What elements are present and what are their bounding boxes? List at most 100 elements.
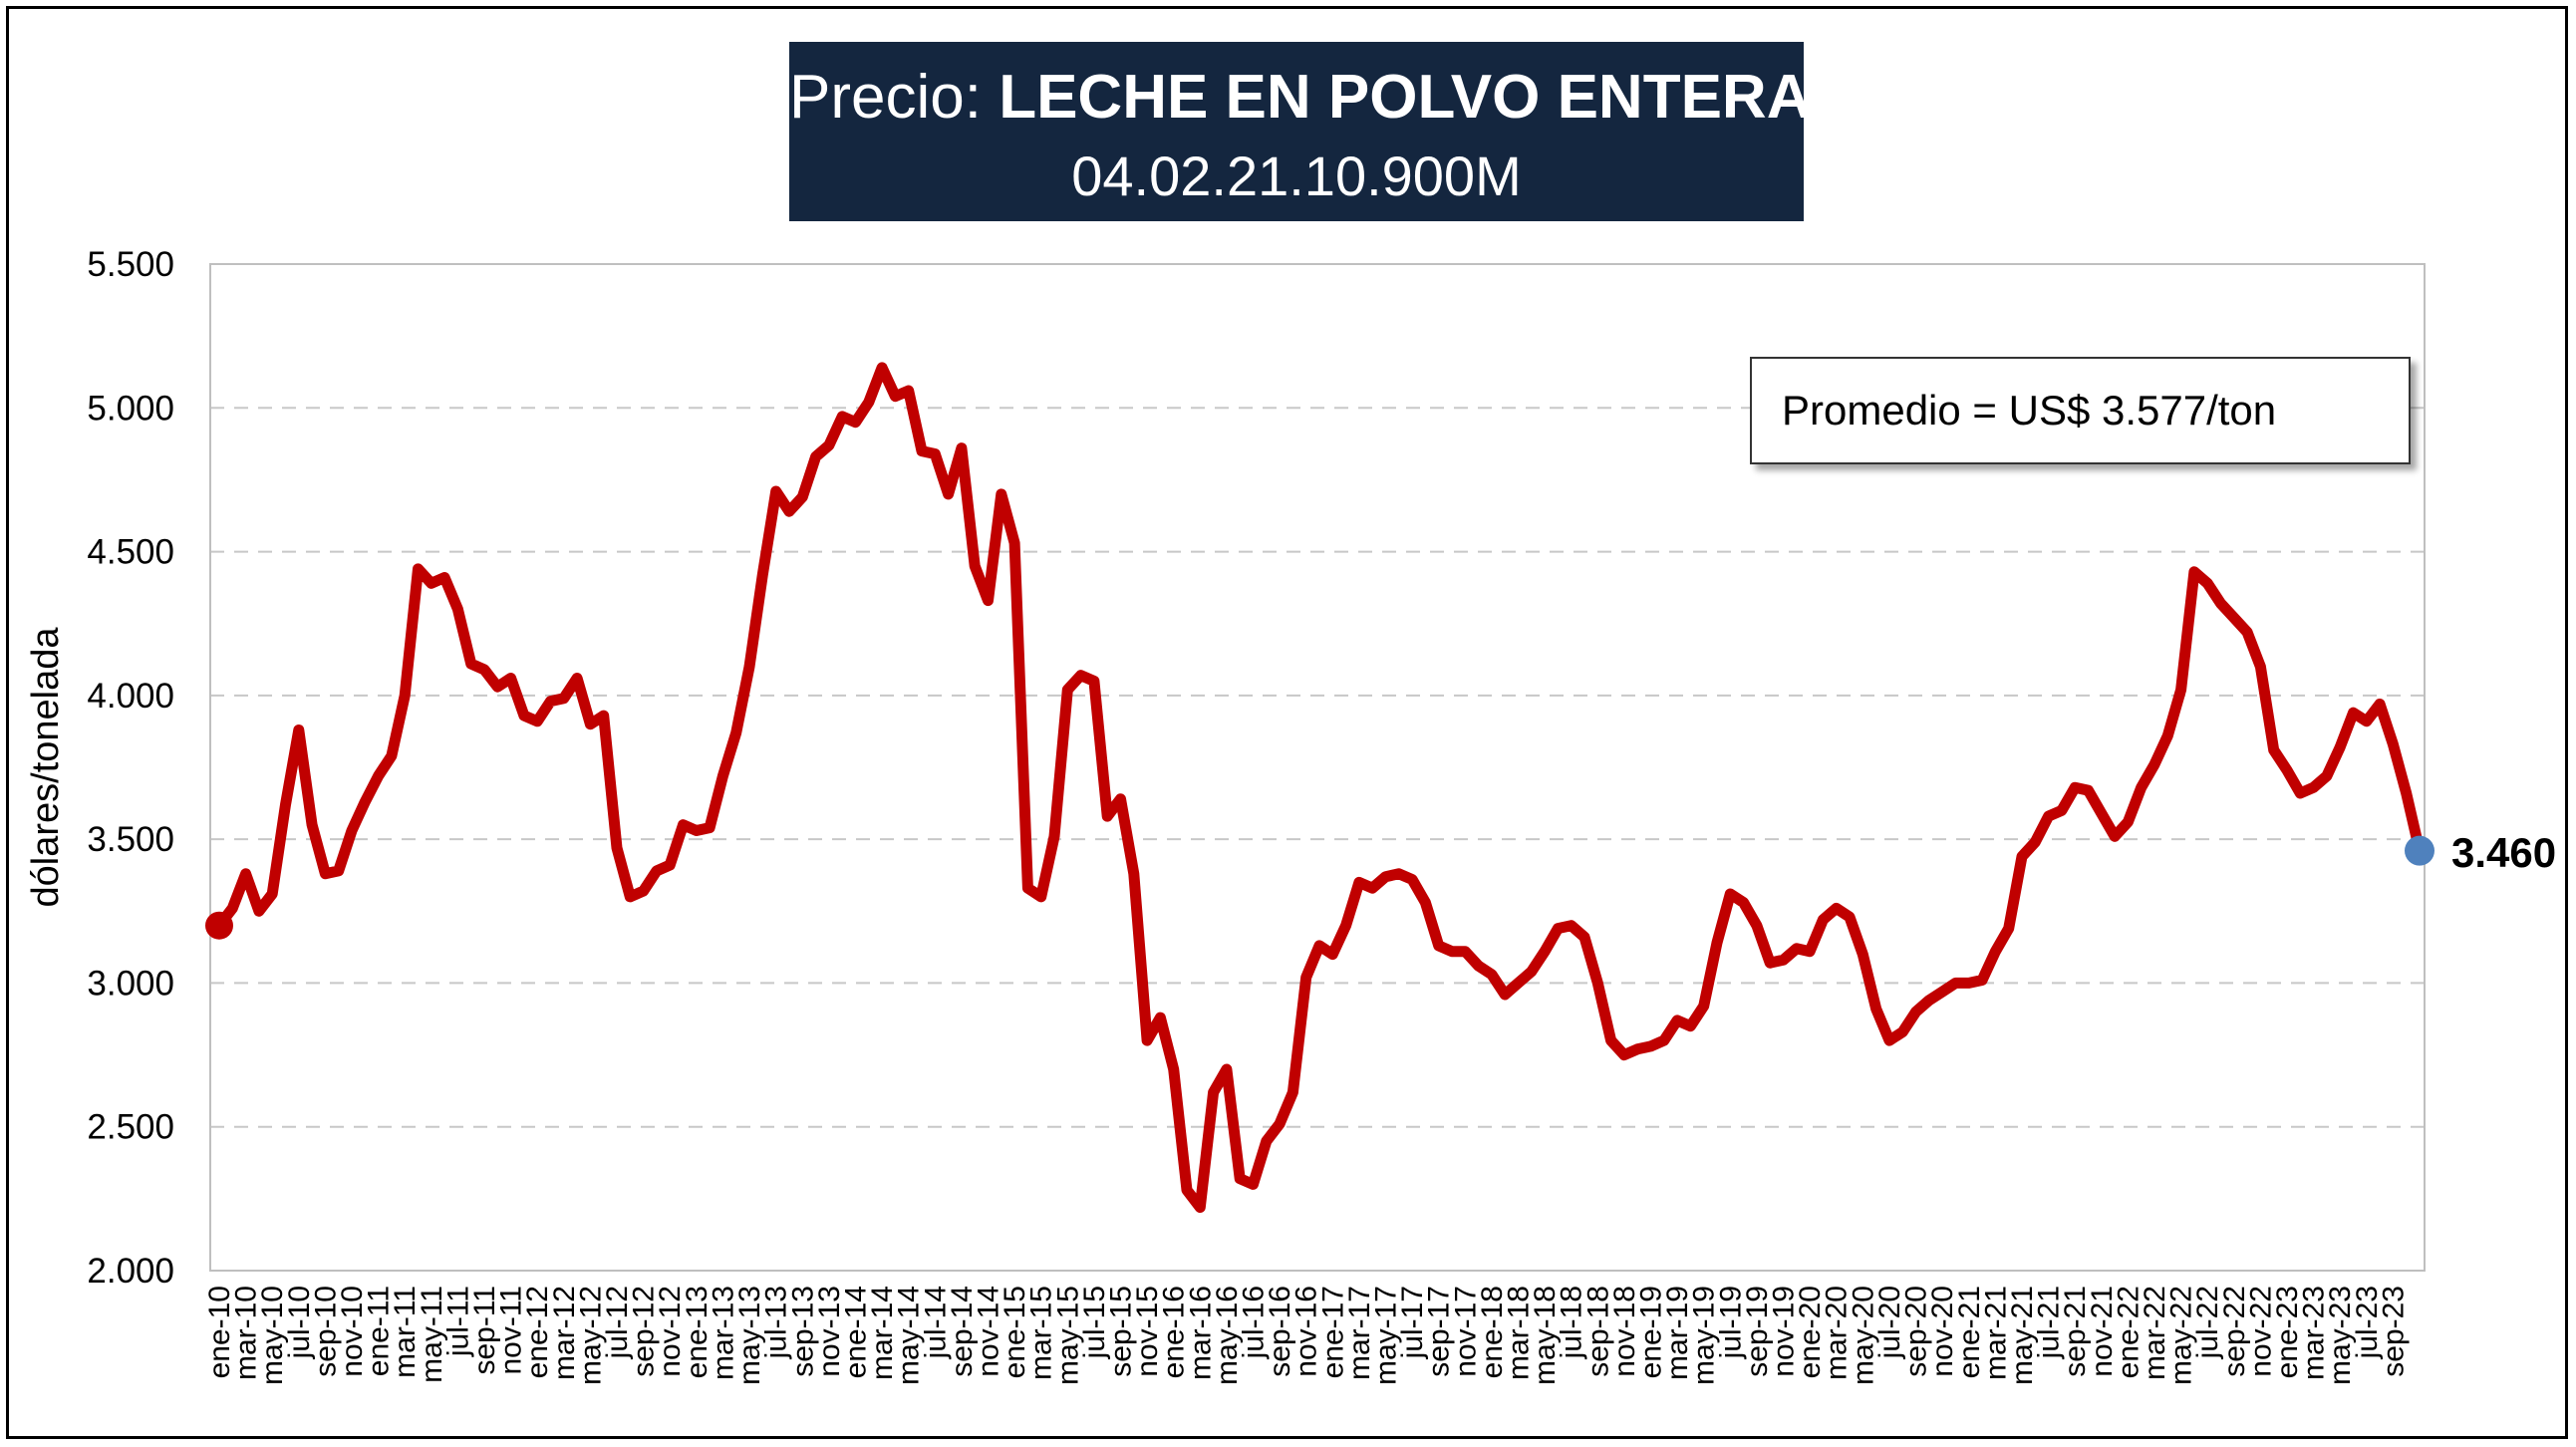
x-tick-label: jul-20 [1873, 1286, 1906, 1359]
x-tick-label: jul-15 [1078, 1286, 1111, 1359]
x-tick-label: jul-11 [441, 1286, 474, 1357]
x-tick-label: sep-12 [628, 1286, 661, 1377]
x-tick-label: jul-18 [1556, 1286, 1588, 1359]
title-prefix: Precio: [789, 63, 1000, 132]
x-tick-label: mar-14 [866, 1286, 899, 1380]
x-tick-label: mar-18 [1503, 1286, 1536, 1380]
plot-area [209, 263, 2426, 1272]
x-tick-label: ene-19 [1635, 1286, 1668, 1378]
title-box: Precio: LECHE EN POLVO ENTERA 04.02.21.1… [789, 42, 1811, 221]
y-axis-label: dólares/tonelada [25, 627, 67, 908]
x-tick-label: may-21 [2006, 1286, 2039, 1385]
x-tick-label: jul-21 [2033, 1286, 2066, 1359]
x-tick-label: nov-10 [336, 1286, 369, 1377]
x-tick-label: sep-19 [1741, 1286, 1774, 1377]
x-tick-label: may-15 [1051, 1286, 1084, 1385]
x-tick-label: ene-23 [2271, 1286, 2304, 1378]
x-tick-label: nov-17 [1449, 1286, 1482, 1377]
x-tick-label: jul-22 [2191, 1286, 2224, 1359]
x-tick-label: jul-19 [1714, 1286, 1747, 1359]
x-tick-label: sep-14 [946, 1286, 979, 1377]
average-annotation: Promedio = US$ 3.577/ton [1750, 357, 2411, 464]
y-tick-label: 3.000 [87, 964, 174, 1003]
x-tick-label: mar-21 [1979, 1286, 2012, 1380]
x-tick-label: sep-15 [1104, 1286, 1137, 1377]
x-tick-label: jul-16 [1237, 1286, 1270, 1359]
x-tick-label: jul-10 [283, 1286, 316, 1359]
x-tick-label: ene-16 [1158, 1286, 1191, 1378]
x-tick-label: sep-23 [2377, 1286, 2410, 1377]
x-tick-label: may-22 [2165, 1286, 2198, 1385]
x-tick-label: sep-21 [2059, 1286, 2092, 1377]
x-tick-label: nov-22 [2244, 1286, 2277, 1377]
y-tick-label: 5.000 [87, 389, 174, 428]
x-tick-label: mar-12 [548, 1286, 581, 1380]
x-tick-label: jul-23 [2351, 1286, 2384, 1359]
y-tick-label: 5.500 [87, 245, 174, 284]
chart-frame: Precio: LECHE EN POLVO ENTERA 04.02.21.1… [6, 6, 2568, 1439]
x-tick-label: sep-22 [2218, 1286, 2251, 1377]
x-tick-label: mar-23 [2298, 1286, 2331, 1380]
product-code: 04.02.21.10.900M [1071, 145, 1522, 207]
x-tick-label: may-13 [733, 1286, 766, 1385]
x-tick-label: ene-11 [363, 1286, 396, 1376]
x-tick-label: nov-18 [1608, 1286, 1641, 1377]
x-tick-label: mar-13 [707, 1286, 739, 1380]
x-tick-label: nov-21 [2086, 1286, 2119, 1377]
x-tick-label: may-18 [1529, 1286, 1562, 1385]
x-tick-label: may-23 [2324, 1286, 2357, 1385]
x-tick-label: sep-17 [1423, 1286, 1456, 1377]
x-tick-label: jul-13 [760, 1286, 793, 1359]
x-tick-label: sep-20 [1900, 1286, 1933, 1377]
first-point-marker [205, 911, 233, 940]
x-tick-label: may-20 [1847, 1286, 1879, 1385]
x-tick-label: mar-15 [1025, 1286, 1058, 1380]
y-axis-ticks: 2.000 2.500 3.000 3.500 4.000 4.500 5.000 5.500 [87, 245, 174, 1291]
x-tick-label: jul-17 [1396, 1286, 1429, 1359]
x-tick-label: sep-18 [1581, 1286, 1614, 1377]
chart-title: Precio: LECHE EN POLVO ENTERA [789, 58, 1811, 138]
y-tick-label: 2.500 [87, 1108, 174, 1147]
x-tick-label: nov-14 [972, 1286, 1004, 1377]
title-product: LECHE EN POLVO ENTERA [999, 63, 1812, 132]
x-tick-label: sep-13 [786, 1286, 819, 1377]
x-tick-label: may-16 [1211, 1286, 1244, 1385]
x-tick-label: may-11 [416, 1286, 448, 1383]
x-tick-label: ene-20 [1794, 1286, 1827, 1378]
x-tick-label: mar-19 [1661, 1286, 1694, 1380]
x-tick-label: may-14 [893, 1286, 926, 1385]
x-tick-label: ene-13 [681, 1286, 714, 1378]
x-tick-label: ene-22 [2112, 1286, 2145, 1378]
x-tick-label: ene-15 [999, 1286, 1031, 1378]
x-tick-label: ene-17 [1316, 1286, 1349, 1378]
price-series-line [213, 362, 2426, 1213]
x-tick-label: jul-14 [919, 1286, 952, 1359]
x-tick-label: sep-16 [1264, 1286, 1296, 1377]
x-tick-label: sep-10 [309, 1286, 342, 1377]
x-tick-label: mar-20 [1821, 1286, 1854, 1380]
last-point-marker [2405, 835, 2434, 866]
x-tick-label: may-17 [1370, 1286, 1403, 1385]
x-tick-label: nov-20 [1926, 1286, 1959, 1377]
x-tick-label: ene-18 [1476, 1286, 1509, 1378]
x-tick-label: may-19 [1688, 1286, 1721, 1385]
x-tick-label: ene-12 [521, 1286, 554, 1378]
x-tick-label: nov-13 [813, 1286, 846, 1377]
y-tick-label: 2.000 [87, 1252, 174, 1291]
x-tick-label: mar-17 [1343, 1286, 1376, 1380]
x-tick-label: nov-19 [1768, 1286, 1801, 1377]
x-tick-label: mar-22 [2139, 1286, 2171, 1380]
x-tick-label: may-12 [574, 1286, 607, 1385]
x-tick-label: nov-12 [654, 1286, 687, 1377]
x-tick-label: nov-11 [495, 1286, 528, 1375]
last-value-label: 3.460 [2451, 829, 2557, 876]
x-tick-label: nov-15 [1131, 1286, 1164, 1377]
x-tick-label: mar-16 [1184, 1286, 1217, 1380]
x-tick-label: mar-10 [230, 1286, 263, 1380]
x-tick-label: jul-12 [601, 1286, 634, 1359]
series-layer [205, 362, 2434, 1213]
x-tick-label: ene-14 [839, 1286, 872, 1378]
x-tick-label: ene-10 [203, 1286, 236, 1378]
y-tick-label: 4.500 [87, 533, 174, 572]
